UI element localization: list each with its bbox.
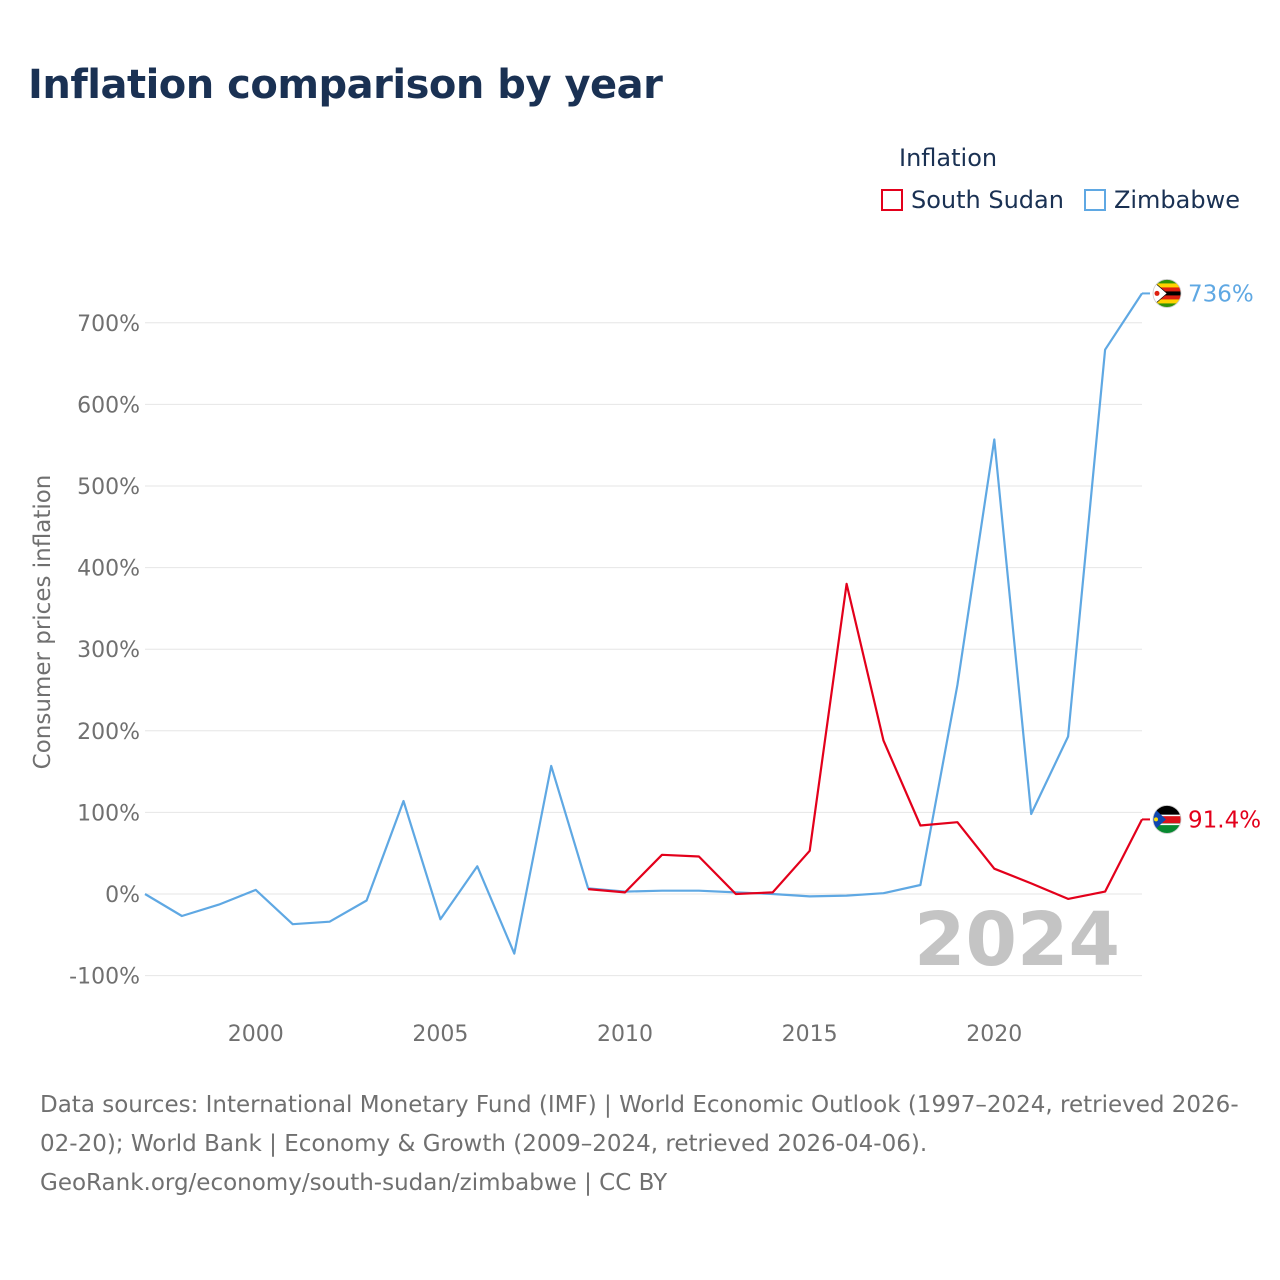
- y-tick-label: 500%: [77, 475, 140, 500]
- legend: South Sudan Zimbabwe: [880, 186, 1240, 214]
- x-axis-ticks: 2000 2005 2010 2015 2020: [228, 1022, 1023, 1047]
- y-axis-ticks: -100% 0% 100% 200% 300% 400% 500% 600% 700%: [69, 312, 140, 990]
- legend-item-south-sudan[interactable]: South Sudan: [880, 186, 1064, 214]
- footer: Data sources: International Monetary Fun…: [40, 1086, 1250, 1203]
- chart-title: Inflation comparison by year: [28, 62, 663, 108]
- y-axis-label: Consumer prices inflation: [30, 475, 56, 770]
- series-lines: [144, 292, 1143, 955]
- footer-link[interactable]: GeoRank.org/economy/south-sudan/zimbabwe…: [40, 1170, 668, 1196]
- series-line-south-sudan: [588, 582, 1143, 901]
- series-end-markers: 91.4% 736%: [1142, 279, 1261, 834]
- legend-swatch-zimbabwe: [1083, 189, 1106, 211]
- x-tick-label: 2010: [597, 1022, 653, 1047]
- flag-icon-zimbabwe: [1152, 279, 1182, 308]
- y-tick-label: 700%: [77, 312, 140, 337]
- legend-label-zimbabwe: Zimbabwe: [1113, 186, 1240, 214]
- y-tick-label: 300%: [77, 638, 140, 663]
- y-tick-label: -100%: [69, 965, 140, 990]
- x-tick-label: 2020: [966, 1022, 1022, 1047]
- y-tick-label: 0%: [105, 883, 140, 908]
- y-tick-label: 400%: [77, 557, 140, 582]
- y-tick-label: 200%: [77, 720, 140, 745]
- series-line-zimbabwe: [144, 292, 1143, 955]
- x-tick-label: 2015: [782, 1022, 838, 1047]
- end-label-zimbabwe: 736%: [1188, 281, 1254, 307]
- x-tick-label: 2005: [412, 1022, 468, 1047]
- y-tick-label: 600%: [77, 393, 140, 418]
- legend-item-zimbabwe[interactable]: Zimbabwe: [1083, 186, 1240, 214]
- legend-label-south-sudan: South Sudan: [910, 186, 1064, 214]
- end-label-south-sudan: 91.4%: [1188, 807, 1261, 833]
- x-tick-label: 2000: [228, 1022, 284, 1047]
- line-chart: -100% 0% 100% 200% 300% 400% 500% 600% 700% 2000…: [30, 279, 1261, 1047]
- y-tick-label: 100%: [77, 801, 140, 826]
- year-watermark: 2024: [914, 897, 1120, 983]
- flag-icon-south-sudan: [1152, 805, 1182, 834]
- footer-sources: Data sources: International Monetary Fun…: [40, 1092, 1239, 1157]
- gridlines: [145, 322, 1142, 977]
- legend-swatch-south-sudan: [880, 189, 903, 211]
- legend-title: Inflation: [899, 144, 998, 172]
